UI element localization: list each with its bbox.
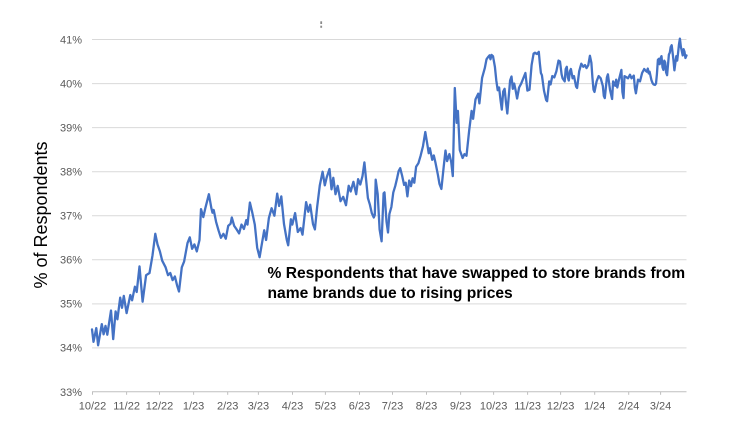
svg-text:2/23: 2/23 [217,401,238,413]
svg-text:1/23: 1/23 [183,401,204,413]
svg-text:33%: 33% [60,387,82,399]
svg-text:4/23: 4/23 [282,401,303,413]
svg-text:34%: 34% [60,343,82,355]
svg-text:41%: 41% [60,34,82,46]
svg-text:12/23: 12/23 [547,401,575,413]
svg-text:3/23: 3/23 [248,401,269,413]
svg-text:1/24: 1/24 [584,401,605,413]
svg-text:37%: 37% [60,211,82,223]
svg-text:10/23: 10/23 [480,401,508,413]
svg-text:35%: 35% [60,299,82,311]
svg-text:40%: 40% [60,78,82,90]
svg-text:12/22: 12/22 [146,401,174,413]
svg-text:8/23: 8/23 [416,401,437,413]
svg-text:9/23: 9/23 [450,401,471,413]
svg-text:2/24: 2/24 [618,401,639,413]
svg-text:11/22: 11/22 [113,401,140,413]
svg-text:10/22: 10/22 [79,401,107,413]
svg-text:7/23: 7/23 [382,401,403,413]
svg-text:% of Respondents: % of Respondents [31,141,51,288]
svg-text:36%: 36% [60,255,82,267]
svg-text:38%: 38% [60,167,82,179]
svg-text:3/24: 3/24 [650,401,671,413]
svg-text:11/23: 11/23 [514,401,541,413]
svg-text:39%: 39% [60,122,82,134]
svg-text:6/23: 6/23 [349,401,370,413]
svg-text:5/23: 5/23 [315,401,336,413]
